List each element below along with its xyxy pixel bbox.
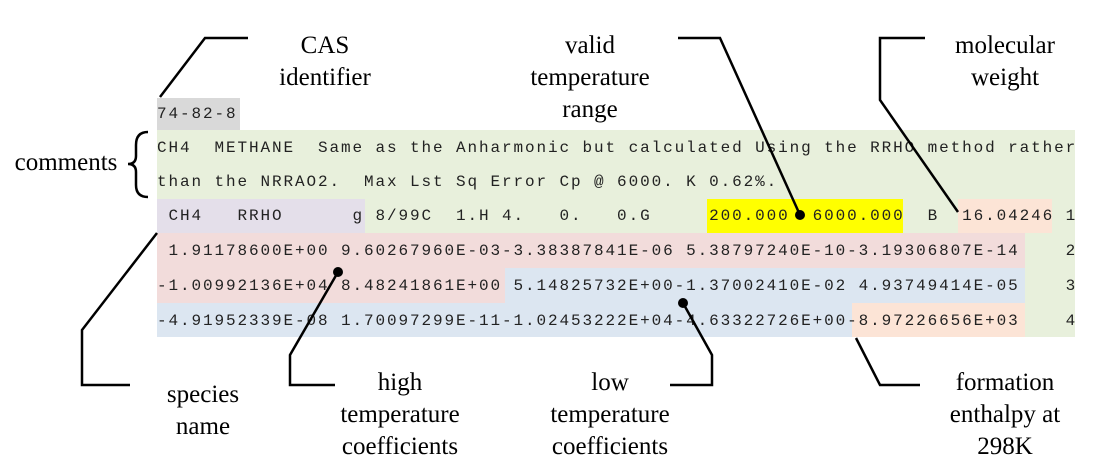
temp-range-label-line: valid	[565, 32, 615, 59]
comments-brace	[127, 130, 149, 199]
cas-highlight	[157, 98, 240, 130]
low-coeffs-label-line: low	[591, 369, 629, 396]
high-coeffs-label: high temperature coefficients	[340, 367, 459, 463]
low-coeffs-dot	[678, 298, 688, 308]
high-coeffs-dot	[333, 267, 343, 277]
temp-range-dot	[795, 210, 805, 220]
cas-label-line: CAS	[300, 32, 350, 59]
temp-range-label-line: range	[562, 96, 618, 123]
high-coeffs-leader	[288, 271, 340, 387]
species-label-line: name	[175, 413, 231, 440]
cas-leader	[159, 36, 248, 98]
cas-label: CAS identifier	[279, 30, 371, 94]
temp-range-label-line: temperature	[530, 64, 650, 91]
cas-number: 74-82-8	[157, 105, 238, 123]
comment-line-2: than the NRRAO2. Max Lst Sq Error Cp @ 6…	[157, 173, 779, 191]
high-coeffs-highlight	[157, 233, 1025, 268]
low-coeffs-label-line: temperature	[550, 401, 670, 428]
record-line-2: 1.91178600E+00 9.60267960E-03-3.38387841…	[157, 242, 1078, 260]
species-highlight	[157, 199, 365, 233]
formation-highlight	[852, 303, 1025, 337]
high-coeffs-label-line: temperature	[340, 401, 460, 428]
mol-weight-label-line: molecular	[955, 32, 1055, 59]
record-line-3: -1.00992136E+04 8.48241861E+00 5.1482573…	[157, 277, 1078, 295]
low-coeffs-leader	[670, 302, 714, 387]
formation-leader	[854, 337, 920, 387]
mol-weight-leader	[878, 36, 960, 213]
formation-label-line: 298K	[977, 433, 1033, 460]
temp-range-label: valid temperature range	[530, 30, 649, 126]
mol-weight-label-line: weight	[970, 64, 1040, 91]
species-label: species name	[167, 379, 239, 443]
formation-label-line: enthalpy at	[949, 401, 1061, 428]
cas-label-line: identifier	[279, 64, 371, 91]
mol-weight-highlight	[958, 199, 1052, 233]
species-label-line: species	[166, 381, 240, 408]
record-line-1: CH4 RRHO g 8/99C 1.H 4. 0. 0.G 200.000 6…	[157, 207, 1078, 225]
high-coeffs-label-line: coefficients	[341, 433, 459, 460]
temp-range-leader	[678, 36, 802, 216]
species-leader	[80, 232, 158, 387]
temp-range-highlight	[707, 199, 903, 233]
high-coeffs-label-line: high	[377, 369, 423, 396]
formation-label: formation enthalpy at 298K	[950, 367, 1060, 463]
low-coeffs-label-line: coefficients	[551, 433, 669, 460]
record-line-4: -4.91952339E-08 1.70097299E-11-1.0245322…	[157, 312, 1078, 330]
low-coeffs-highlight-2	[157, 303, 852, 337]
mol-weight-label: molecular weight	[955, 30, 1055, 94]
comments-label: comments	[14, 149, 118, 176]
low-coeffs-highlight	[505, 268, 1025, 303]
formation-label-line: formation	[955, 369, 1055, 396]
comment-line-1: CH4 METHANE Same as the Anharmonic but c…	[157, 139, 1078, 157]
low-coeffs-label: low temperature coefficients	[550, 367, 669, 463]
